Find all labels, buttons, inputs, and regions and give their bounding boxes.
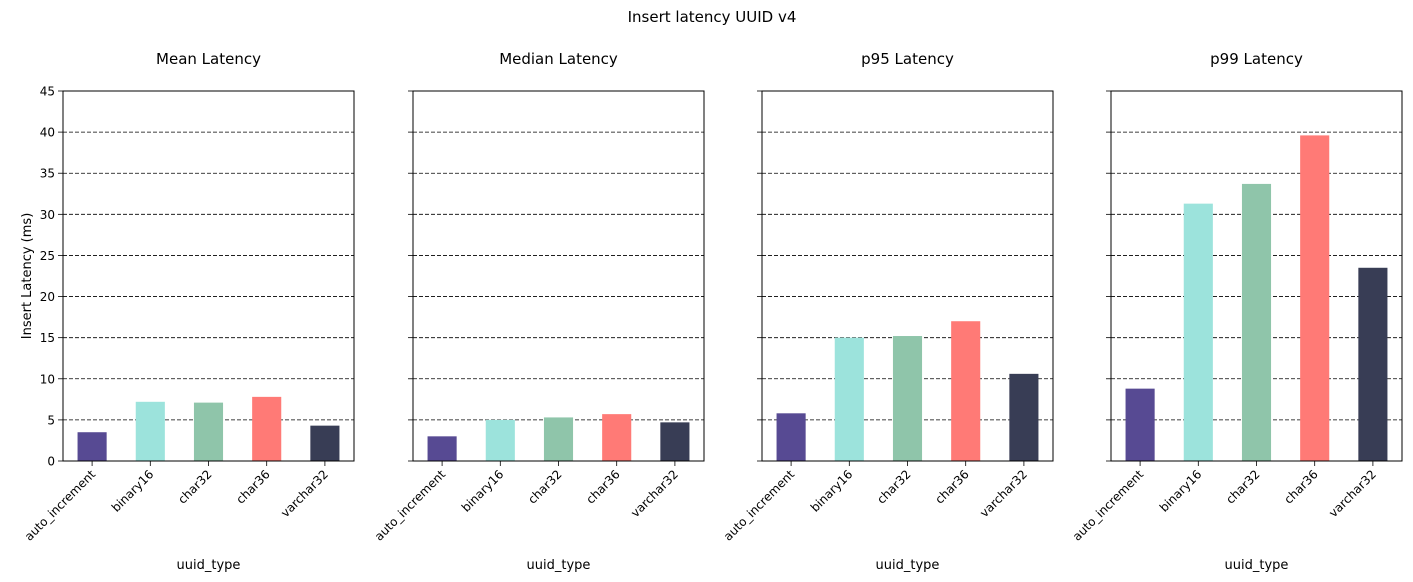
bar-varchar32 bbox=[660, 422, 690, 461]
axes-frame bbox=[62, 90, 355, 462]
y-tick-label: 15 bbox=[40, 331, 55, 345]
bar-binary16 bbox=[834, 337, 864, 461]
bar-auto-increment bbox=[77, 432, 107, 461]
x-tick-label: char32 bbox=[1223, 467, 1262, 506]
bar-binary16 bbox=[135, 401, 165, 461]
x-tick-label: binary16 bbox=[459, 467, 507, 515]
panel-title: p95 Latency bbox=[861, 50, 954, 68]
bar-binary16 bbox=[485, 419, 515, 461]
x-tick-label: varchar32 bbox=[977, 467, 1030, 520]
x-tick-label: char32 bbox=[525, 467, 564, 506]
y-tick-label: 45 bbox=[40, 85, 55, 99]
x-tick-label: char36 bbox=[932, 467, 971, 506]
bar-binary16 bbox=[1183, 203, 1213, 461]
x-axis-label: uuid_type bbox=[1225, 558, 1289, 573]
x-axis-label: uuid_type bbox=[177, 558, 241, 573]
bar-char36 bbox=[252, 396, 282, 461]
y-tick-label: 35 bbox=[40, 167, 55, 181]
x-tick-label: char36 bbox=[583, 467, 622, 506]
panel-1: Mean Latency 0 5 10 15 20 25 30 35 40 45 auto_incre… bbox=[22, 50, 355, 573]
x-tick-label: auto_increment bbox=[372, 467, 449, 544]
x-tick-label: auto_increment bbox=[22, 467, 99, 544]
x-tick-label: binary16 bbox=[1157, 467, 1205, 515]
bar-auto-increment bbox=[776, 413, 806, 461]
bar-char32 bbox=[892, 336, 923, 461]
axes-frame bbox=[412, 90, 705, 462]
bar-auto-increment bbox=[1125, 388, 1155, 461]
bar-char32 bbox=[1241, 183, 1272, 461]
bar-varchar32 bbox=[1358, 267, 1388, 461]
x-tick-label: binary16 bbox=[109, 467, 157, 515]
y-tick-label: 10 bbox=[40, 372, 55, 386]
y-tick-label: 20 bbox=[40, 290, 55, 304]
bar-char32 bbox=[543, 417, 574, 461]
y-tick-label: 40 bbox=[40, 126, 55, 140]
y-tick-label: 5 bbox=[47, 413, 55, 427]
x-axis-label: uuid_type bbox=[527, 558, 591, 573]
panel-2: Median Latency auto_increment binary16 char… bbox=[372, 50, 705, 573]
axes-frame bbox=[761, 90, 1054, 462]
y-tick-label: 30 bbox=[40, 208, 55, 222]
x-axis-label: uuid_type bbox=[876, 558, 940, 573]
bar-char36 bbox=[602, 414, 632, 461]
bar-varchar32 bbox=[310, 425, 340, 461]
x-tick-label: varchar32 bbox=[278, 467, 331, 520]
bar-char36 bbox=[1300, 135, 1330, 461]
x-tick-label: char32 bbox=[175, 467, 214, 506]
x-tick-label: binary16 bbox=[808, 467, 856, 515]
x-tick-label: char32 bbox=[874, 467, 913, 506]
x-tick-label: char36 bbox=[233, 467, 272, 506]
y-tick-label: 0 bbox=[47, 455, 55, 469]
x-tick-label: char36 bbox=[1281, 467, 1320, 506]
x-tick-label: auto_increment bbox=[1070, 467, 1147, 544]
bar-auto-increment bbox=[427, 436, 457, 461]
panel-3: p95 Latency auto_increment binary16 char32 c… bbox=[721, 50, 1054, 573]
axes-frame bbox=[1110, 90, 1403, 462]
panel-4: p99 Latency auto_increment binary16 char32 c… bbox=[1070, 50, 1403, 573]
panel-title: Mean Latency bbox=[156, 50, 261, 68]
y-tick-label: 25 bbox=[40, 249, 55, 263]
x-tick-label: varchar32 bbox=[1326, 467, 1379, 520]
panel-title: Median Latency bbox=[499, 50, 618, 68]
figure-title: Insert latency UUID v4 bbox=[628, 8, 797, 26]
bar-char36 bbox=[951, 321, 981, 461]
panel-title: p99 Latency bbox=[1210, 50, 1303, 68]
bar-char32 bbox=[193, 402, 224, 461]
x-tick-label: auto_increment bbox=[721, 467, 798, 544]
y-axis-label: Insert Latency (ms) bbox=[20, 213, 35, 340]
x-tick-label: varchar32 bbox=[628, 467, 681, 520]
bar-varchar32 bbox=[1009, 373, 1039, 461]
